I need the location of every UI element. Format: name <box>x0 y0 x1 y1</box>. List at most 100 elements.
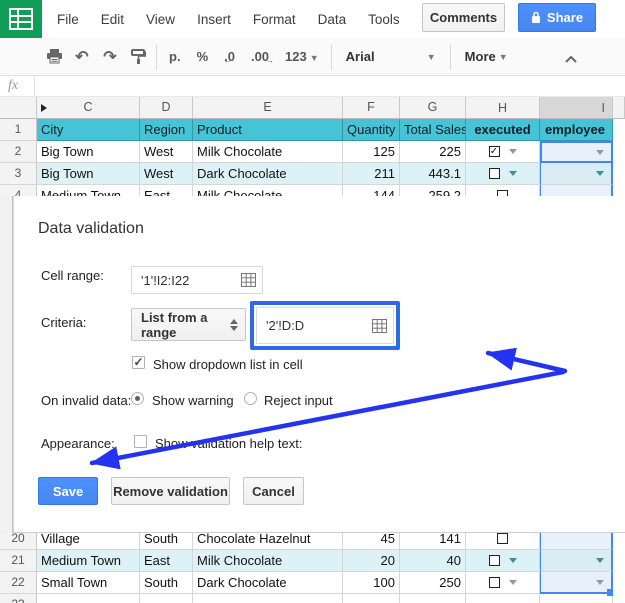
criteria-range-input[interactable]: '2'!D:D <box>256 307 394 344</box>
collapse-toolbar-icon[interactable] <box>565 50 577 68</box>
more-formats-button[interactable]: 123 ▼ <box>285 49 319 64</box>
show-dropdown-label: Show dropdown list in cell <box>153 357 303 372</box>
table-row: 1 City Region Product Quantity Total Sal… <box>0 119 625 141</box>
fx-label: fx <box>8 78 19 93</box>
remove-validation-button[interactable]: Remove validation <box>111 477 230 505</box>
row-number[interactable]: 20 <box>0 528 37 550</box>
increase-decimal-button[interactable]: .00 → <box>250 49 275 65</box>
sheets-logo-icon[interactable] <box>0 0 42 38</box>
appearance-label: Appearance: <box>41 436 115 451</box>
formula-bar[interactable]: fx <box>0 76 625 97</box>
show-warning-radio-selected[interactable] <box>131 392 144 405</box>
checkbox-unchecked[interactable] <box>488 168 500 179</box>
format-currency-button[interactable]: p. <box>169 49 181 64</box>
reject-input-label: Reject input <box>264 393 333 408</box>
decrease-decimal-button[interactable]: .0 ← <box>224 49 235 65</box>
sheet-top-rows: 1 City Region Product Quantity Total Sal… <box>0 97 625 196</box>
print-icon[interactable] <box>40 43 68 71</box>
lock-icon <box>531 11 540 23</box>
table-row: 21 Medium Town East Milk Chocolate 20 40 <box>0 550 625 572</box>
checkbox-unchecked[interactable] <box>488 555 500 566</box>
menu-insert[interactable]: Insert <box>197 11 231 27</box>
menu-file[interactable]: File <box>57 11 79 27</box>
criteria-type-select[interactable]: List from a range <box>131 308 246 341</box>
menu-view[interactable]: View <box>146 11 176 27</box>
table-row: 4 Medium Town East Milk Chocolate 144 25… <box>0 185 625 196</box>
share-button[interactable]: Share <box>518 3 596 32</box>
reject-input-radio[interactable] <box>244 392 257 405</box>
col-header-C[interactable]: C <box>37 97 140 119</box>
menu-items: File Edit View Insert Format Data Tools … <box>57 0 450 38</box>
col-header-G[interactable]: G <box>400 97 466 119</box>
select-all-corner[interactable] <box>0 97 37 119</box>
sheet-bottom-rows: 20 Village South Chocolate Hazelnut 45 1… <box>0 528 625 603</box>
paint-format-icon[interactable] <box>124 43 152 71</box>
checkbox-unchecked[interactable] <box>497 533 508 544</box>
select-range-grid-icon[interactable] <box>241 273 256 287</box>
checkbox-unchecked[interactable] <box>497 190 508 196</box>
menu-data[interactable]: Data <box>317 11 347 27</box>
select-updown-icon <box>230 318 238 331</box>
select-range-grid-icon[interactable] <box>372 318 387 333</box>
show-dropdown-checkbox-checked[interactable]: ✓ <box>132 355 145 369</box>
caret-down-icon: ▼ <box>309 53 319 63</box>
fill-handle[interactable] <box>607 589 614 596</box>
cell-range-input[interactable]: '1'!I2:I22 <box>131 266 263 294</box>
row-number[interactable]: 23 <box>0 594 37 603</box>
checkbox-unchecked[interactable] <box>488 577 500 588</box>
table-row: 3 Big Town West Dark Chocolate 211 443.1 <box>0 163 625 185</box>
help-text-label: Show validation help text: <box>155 436 303 451</box>
criteria-label: Criteria: <box>41 315 87 330</box>
comments-button[interactable]: Comments <box>422 3 505 32</box>
dialog-title: Data validation <box>38 220 144 237</box>
on-invalid-data-label: On invalid data: <box>41 393 132 408</box>
caret-down-icon: ▼ <box>498 51 508 62</box>
cancel-button[interactable]: Cancel <box>243 477 304 505</box>
redo-icon[interactable]: ↷ <box>103 48 117 66</box>
dropdown-arrow-icon[interactable] <box>596 149 604 155</box>
dropdown-arrow-icon[interactable] <box>596 558 604 563</box>
col-header-E[interactable]: E <box>193 97 343 119</box>
hidden-columns-icon[interactable] <box>41 104 47 112</box>
toolbar-more-button[interactable]: More ▼ <box>464 49 508 64</box>
dropdown-arrow-icon[interactable] <box>508 580 517 585</box>
save-button[interactable]: Save <box>38 477 98 505</box>
dropdown-arrow-icon[interactable] <box>596 579 604 585</box>
row-number[interactable]: 2 <box>0 141 37 163</box>
dropdown-arrow-icon[interactable] <box>508 171 517 176</box>
help-text-checkbox-unchecked[interactable] <box>134 435 147 448</box>
col-header-I-selected[interactable]: I <box>540 97 613 119</box>
cell-range-label: Cell range: <box>41 268 104 283</box>
active-cell-I2[interactable] <box>540 141 613 163</box>
table-row: 23 <box>0 594 625 603</box>
column-headers: C D E F G H I <box>0 97 625 119</box>
row-number[interactable]: 4 <box>0 185 37 196</box>
annotation-highlight-frame <box>250 301 400 350</box>
format-percent-button[interactable]: % <box>196 49 209 64</box>
row-number[interactable]: 22 <box>0 572 37 594</box>
show-warning-label: Show warning <box>152 393 234 408</box>
menu-tools[interactable]: Tools <box>368 11 400 27</box>
row-number[interactable]: 1 <box>0 119 37 141</box>
dropdown-arrow-icon[interactable] <box>596 171 604 176</box>
table-row: 22 Small Town South Dark Chocolate 100 2… <box>0 572 625 594</box>
menu-edit[interactable]: Edit <box>100 11 125 27</box>
menu-bar: File Edit View Insert Format Data Tools … <box>0 0 625 38</box>
dropdown-arrow-icon[interactable] <box>508 558 517 563</box>
data-validation-dialog: Data validation Cell range: '1'!I2:I22 C… <box>13 196 625 533</box>
table-row: 2 Big Town West Milk Chocolate 125 225 ✓ <box>0 141 625 163</box>
table-row: 20 Village South Chocolate Hazelnut 45 1… <box>0 528 625 550</box>
dropdown-arrow-icon[interactable] <box>508 149 517 154</box>
menu-format[interactable]: Format <box>252 11 296 27</box>
toolbar: ↶ ↷ p. % .0 ← .00 → 123 ▼ Arial ▼ More ▼ <box>0 38 625 76</box>
col-header-F[interactable]: F <box>343 97 400 119</box>
row-number[interactable]: 3 <box>0 163 37 185</box>
caret-down-icon: ▼ <box>426 51 436 62</box>
row-number[interactable]: 21 <box>0 550 37 572</box>
col-header-H[interactable]: H <box>466 97 540 119</box>
col-header-D[interactable]: D <box>140 97 193 119</box>
checkbox-checked[interactable]: ✓ <box>488 146 500 157</box>
font-family-select[interactable]: Arial ▼ <box>345 49 436 64</box>
undo-icon[interactable]: ↶ <box>75 48 89 66</box>
